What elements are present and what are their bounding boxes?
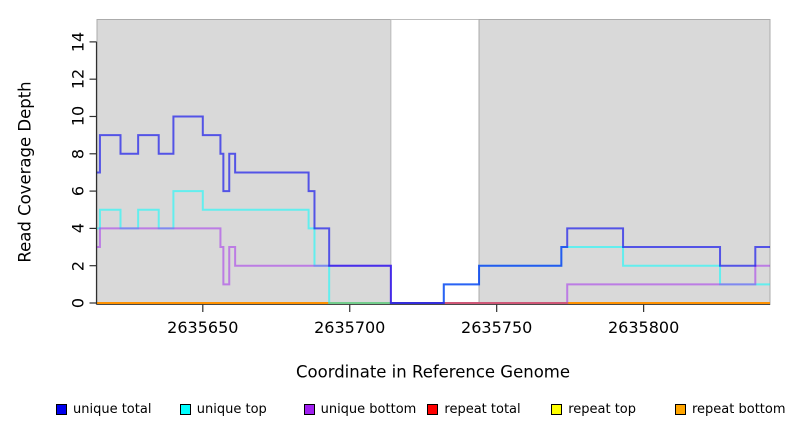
unique-region-right bbox=[478, 19, 771, 305]
legend-swatch-icon bbox=[179, 404, 191, 415]
y-tick-label: 10 bbox=[68, 106, 88, 127]
x-tick-label: 2635750 bbox=[461, 318, 533, 337]
legend-label: repeat bottom bbox=[692, 402, 786, 417]
legend-swatch-icon bbox=[56, 404, 67, 415]
legend-swatch-icon bbox=[303, 404, 315, 415]
unique-region-left bbox=[96, 19, 392, 305]
y-tick-label: 0 bbox=[68, 297, 88, 309]
legend-label: unique top bbox=[196, 402, 267, 417]
x-tick-label: 2635700 bbox=[314, 318, 386, 337]
y-axis-title: Read Coverage Depth bbox=[15, 81, 35, 263]
y-tick-label: 2 bbox=[68, 260, 88, 271]
legend: unique total unique top unique bottom repea… bbox=[0, 400, 792, 424]
legend-label: repeat top bbox=[568, 402, 636, 417]
y-tick-label: 8 bbox=[68, 148, 88, 159]
y-tick-label: 4 bbox=[68, 223, 88, 234]
legend-swatch-icon bbox=[551, 404, 563, 415]
series-unique-total bbox=[97, 115, 770, 304]
legend-label: repeat total bbox=[444, 402, 521, 417]
y-tick-label: 12 bbox=[68, 68, 88, 90]
x-axis-title: Coordinate in Reference Genome bbox=[295, 362, 571, 382]
legend-label: unique bottom bbox=[320, 402, 417, 417]
legend-swatch-icon bbox=[675, 404, 686, 415]
repeat-region-gap bbox=[390, 19, 480, 305]
x-tick-label: 2635650 bbox=[167, 318, 239, 337]
y-tick-label: 6 bbox=[68, 185, 88, 197]
legend-label: unique total bbox=[73, 402, 152, 417]
y-tick-label: 14 bbox=[68, 31, 88, 53]
x-tick-label: 2635800 bbox=[607, 318, 680, 337]
legend-swatch-icon bbox=[427, 404, 439, 415]
series-unique-bottom bbox=[97, 227, 770, 304]
